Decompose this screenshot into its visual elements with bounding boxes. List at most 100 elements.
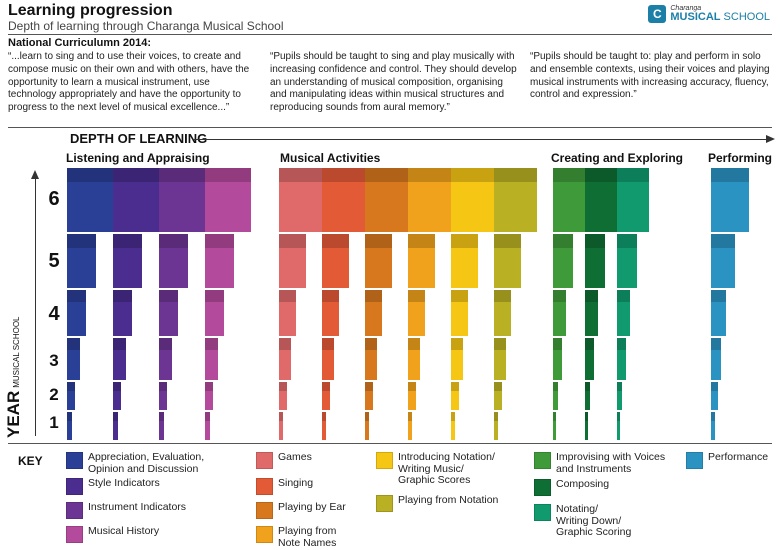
depth-bar-cap: [553, 412, 556, 421]
depth-bar: [711, 168, 749, 232]
depth-bar-cap: [617, 382, 622, 391]
depth-bar: [451, 290, 468, 336]
depth-bar: [205, 234, 234, 288]
depth-bar-cap: [113, 290, 132, 302]
logo-big-bold: MUSICAL: [670, 11, 721, 23]
depth-bar: [113, 290, 132, 336]
depth-bar-cap: [585, 412, 588, 421]
key-swatch: [686, 452, 703, 469]
year-label-3: 3: [49, 351, 59, 370]
depth-bar-cap: [617, 234, 637, 248]
depth-bar: [617, 338, 626, 380]
depth-bar: [553, 290, 566, 336]
depth-bar: [322, 234, 349, 288]
depth-bar: [585, 168, 617, 232]
year-arrow-head-icon: [31, 170, 39, 179]
depth-bar: [365, 290, 382, 336]
depth-bar-cap: [585, 338, 594, 350]
key-item-label: Improvising with Voices and Instruments: [556, 451, 666, 475]
depth-bar: [365, 168, 408, 232]
depth-bar-cap: [585, 234, 605, 248]
charanga-logo-icon: C: [648, 5, 667, 23]
key-item-label: Playing by Ear: [278, 501, 346, 513]
depth-bar-cap: [279, 382, 287, 391]
depth-of-learning-label: DEPTH OF LEARNING: [70, 131, 208, 146]
key-item-label: Playing from Notation: [398, 494, 499, 506]
key-item-notating: Notating/ Writing Down/ Graphic Scoring: [534, 503, 632, 539]
depth-bar: [494, 412, 498, 440]
depth-bar-cap: [365, 412, 369, 421]
charanga-logo: C Charanga MUSICAL SCHOOL: [648, 5, 770, 23]
depth-bar: [159, 412, 164, 440]
depth-bar-cap: [205, 234, 234, 248]
page-subtitle: Depth of learning through Charanga Music…: [8, 19, 284, 33]
depth-bar-cap: [279, 234, 306, 248]
depth-bar: [585, 412, 588, 440]
depth-bar-cap: [67, 168, 113, 182]
depth-bar-cap: [451, 234, 478, 248]
section-musical-activities: Musical Activities: [280, 151, 381, 165]
depth-bar: [451, 412, 455, 440]
logo-small-text: Charanga: [670, 5, 702, 12]
logo-big-rest: SCHOOL: [720, 11, 770, 23]
depth-bar: [585, 234, 605, 288]
depth-bar: [67, 338, 80, 380]
depth-bar: [494, 234, 521, 288]
curriculum-quote-3: “Pupils should be taught to: play and pe…: [530, 51, 770, 101]
depth-bar-cap: [494, 412, 498, 421]
depth-bar: [408, 412, 412, 440]
key-item-label: Notating/ Writing Down/ Graphic Scoring: [556, 503, 632, 538]
depth-bar: [113, 382, 121, 410]
depth-bar-cap: [205, 168, 251, 182]
depth-bar: [617, 168, 649, 232]
key-item-label: Instrument Indicators: [88, 501, 187, 513]
depth-bar-cap: [113, 234, 142, 248]
key-item-label: Musical History: [88, 525, 160, 537]
depth-bar: [67, 234, 96, 288]
depth-bar: [711, 290, 726, 336]
key-divider: [8, 443, 772, 444]
depth-bar-cap: [67, 338, 80, 350]
depth-bar-cap: [585, 290, 598, 302]
depth-bar: [617, 290, 630, 336]
key-item-label: Appreciation, Evaluation, Opinion and Di…: [88, 451, 205, 475]
depth-bar: [113, 234, 142, 288]
depth-bar: [205, 382, 213, 410]
depth-bar-cap: [553, 338, 562, 350]
depth-bar-cap: [279, 338, 291, 350]
depth-bar: [711, 234, 735, 288]
depth-bar-cap: [322, 234, 349, 248]
key-item-performance: Performance: [686, 451, 768, 469]
depth-bar: [553, 168, 585, 232]
depth-bar-cap: [113, 382, 121, 391]
depth-bar-cap: [408, 338, 420, 350]
depth-bar: [408, 290, 425, 336]
header-divider: [8, 34, 772, 35]
depth-bar: [279, 412, 283, 440]
depth-bar-cap: [159, 234, 188, 248]
depth-bar: [67, 290, 86, 336]
depth-bar: [322, 412, 326, 440]
key-swatch: [66, 452, 83, 469]
depth-bar-cap: [451, 168, 494, 182]
depth-bar-cap: [159, 290, 178, 302]
key-item-style-indicators: Style Indicators: [66, 477, 160, 495]
depth-bar-cap: [322, 338, 334, 350]
depth-bar-cap: [159, 338, 172, 350]
depth-bar: [451, 338, 463, 380]
depth-bar: [711, 382, 718, 410]
depth-bar: [67, 382, 75, 410]
depth-bar-cap: [205, 290, 224, 302]
depth-bar: [553, 412, 556, 440]
depth-bar: [408, 168, 451, 232]
depth-bar: [365, 412, 369, 440]
depth-bar: [205, 338, 218, 380]
depth-bar: [365, 338, 377, 380]
section-performing: Performing: [708, 151, 773, 165]
page-title: Learning progression: [8, 2, 173, 19]
depth-bar: [159, 290, 178, 336]
depth-bar: [451, 382, 459, 410]
key-item-composing: Composing: [534, 478, 609, 496]
depth-bar: [408, 234, 435, 288]
depth-bar-cap: [711, 168, 749, 182]
